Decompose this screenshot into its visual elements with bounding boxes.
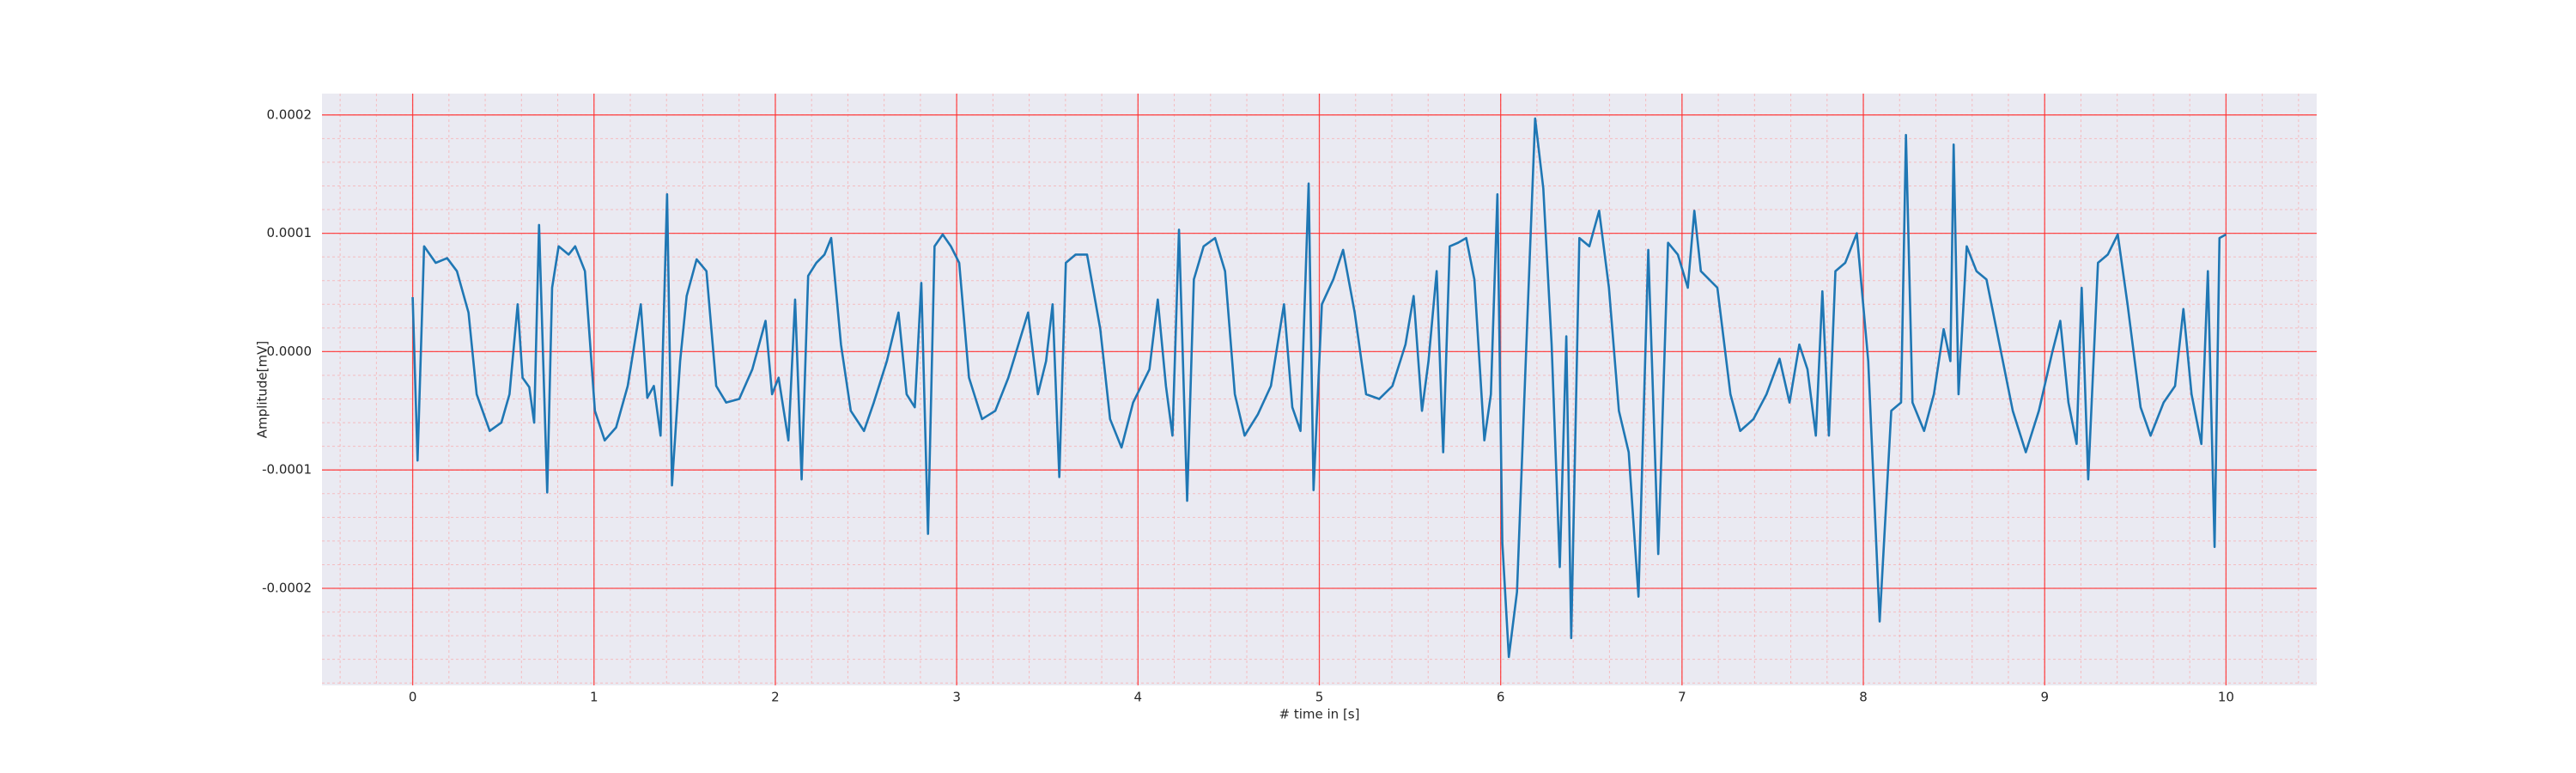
x-tick-label: 4: [1134, 690, 1143, 705]
grid: [322, 94, 2317, 685]
x-tick-label: 10: [2218, 690, 2234, 705]
y-tick-label: -0.0001: [262, 462, 312, 478]
y-tick-label: -0.0002: [262, 581, 312, 596]
y-tick-label: 0.0002: [267, 107, 313, 122]
x-tick-label: 3: [952, 690, 961, 705]
x-tick-label: 7: [1678, 690, 1686, 705]
x-tick-label: 0: [409, 690, 417, 705]
x-tick-label: 5: [1315, 690, 1324, 705]
x-axis-label: # time in [s]: [1279, 707, 1360, 722]
x-tick-label: 1: [590, 690, 598, 705]
signal-line: [411, 117, 2227, 659]
x-tick-label: 2: [771, 690, 780, 705]
x-tick-label: 8: [1859, 690, 1868, 705]
y-axis-label: Amplitude[mV]: [255, 341, 270, 438]
x-tick-label: 6: [1497, 690, 1505, 705]
y-tick-label: 0.0000: [267, 344, 313, 359]
y-tick-label: 0.0001: [267, 225, 313, 240]
x-tick-label: 9: [2040, 690, 2049, 705]
marks: [411, 117, 2227, 659]
